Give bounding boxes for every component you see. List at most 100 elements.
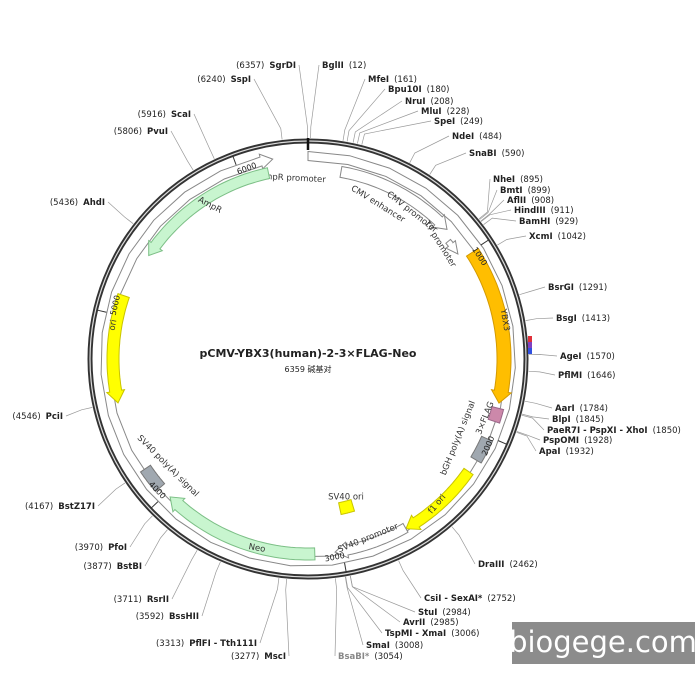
site-label: BsgI (1413) <box>556 314 610 324</box>
leader-line <box>259 578 280 644</box>
site-label: (5916) ScaI <box>138 110 191 120</box>
site-position: (3970) <box>75 543 103 553</box>
site-label: NheI (895) <box>493 175 543 185</box>
site-name: NruI <box>405 97 426 107</box>
leader-line <box>352 100 403 143</box>
site-label: StuI (2984) <box>418 608 471 618</box>
leader-line <box>349 575 401 623</box>
feature-shape <box>487 405 505 424</box>
watermark-box <box>512 622 695 664</box>
feature-shape <box>139 464 166 493</box>
site-label: NdeI (484) <box>452 132 502 142</box>
site-position: (2752) <box>487 594 515 604</box>
site-position: (1928) <box>584 436 612 446</box>
site-position: (5806) <box>114 127 142 137</box>
site-label: ApaI (1932) <box>539 447 594 457</box>
site-position: (249) <box>460 117 483 127</box>
site-label: Bpu10I (180) <box>388 85 449 95</box>
site-label: NruI (208) <box>405 97 453 107</box>
site-label: (3277) MscI <box>231 652 286 662</box>
leader-line <box>516 431 541 441</box>
leader-line <box>516 431 537 452</box>
site-position: (208) <box>431 97 454 107</box>
site-label: SmaI (3008) <box>366 641 423 651</box>
site-name: MscI <box>264 652 286 662</box>
site-label: BmtI (899) <box>500 186 550 196</box>
leader-line <box>107 201 134 224</box>
site-label: (3970) PfoI <box>75 543 127 553</box>
site-name: TspMI - XmaI <box>385 629 446 639</box>
feature-shape <box>148 167 271 257</box>
site-position: (6357) <box>236 61 264 71</box>
feature-shape <box>100 150 516 567</box>
site-position: (228) <box>447 107 470 117</box>
site-name: PfoI <box>108 543 127 553</box>
site-name: CsiI - SexAI* <box>424 594 483 604</box>
site-name: BsgI <box>556 314 577 324</box>
site-name: HindIII <box>514 206 546 216</box>
scale-tick <box>498 440 507 445</box>
site-label: BsaBI* (3054) <box>338 652 403 662</box>
site-name: NheI <box>493 175 515 185</box>
leader-line <box>342 78 366 141</box>
site-position: (590) <box>502 149 525 159</box>
site-position: (180) <box>427 85 450 95</box>
site-position: (3313) <box>156 639 184 649</box>
leader-line <box>129 515 153 548</box>
site-position: (1570) <box>587 352 615 362</box>
feature-shape <box>169 496 316 561</box>
site-label: XcmI (1042) <box>529 232 586 242</box>
site-label: SnaBI (590) <box>469 149 524 159</box>
site-position: (2462) <box>509 560 537 570</box>
site-label: PaeR7I - PspXI - XhoI (1850) <box>547 426 681 436</box>
feature-shape <box>339 165 448 231</box>
site-name: SmaI <box>366 641 390 651</box>
site-position: (4167) <box>25 502 53 512</box>
feature-shape <box>405 467 474 531</box>
site-position: (1845) <box>576 415 604 425</box>
site-label: BlpI (1845) <box>552 415 604 425</box>
site-name: SnaBI <box>469 149 497 159</box>
site-name: SpeI <box>434 117 455 127</box>
site-name: PvuI <box>147 127 168 137</box>
site-label: (5436) AhdI <box>50 198 105 208</box>
leader-line <box>97 482 126 507</box>
site-name: DraIII <box>478 560 504 570</box>
site-label: MfeI (161) <box>368 75 417 85</box>
site-mark <box>528 348 532 354</box>
site-name: RsrII <box>147 595 169 605</box>
leader-line <box>310 64 320 139</box>
leader-line <box>171 550 198 600</box>
site-name: BssHII <box>169 612 199 622</box>
site-label: (3877) BstBI <box>83 562 142 572</box>
feature-label: AmpR promoter <box>258 172 326 186</box>
site-name: PspOMI <box>543 436 579 446</box>
site-position: (5436) <box>50 198 78 208</box>
leader-line <box>521 413 550 420</box>
scale-tick <box>97 309 107 313</box>
feature-shape <box>105 292 130 404</box>
site-name: PciI <box>46 412 63 422</box>
leader-line <box>409 135 450 163</box>
leader-line <box>429 152 467 175</box>
scale-tick <box>151 501 159 509</box>
feature-shape <box>470 435 494 464</box>
site-label: TspMI - XmaI (3006) <box>385 629 479 639</box>
site-name: Bpu10I <box>388 85 422 95</box>
site-position: (895) <box>520 175 543 185</box>
site-position: (2985) <box>430 618 458 628</box>
site-name: ScaI <box>171 110 191 120</box>
site-name: PflFI - Tth111I <box>189 639 257 649</box>
feature-label: YBX3 <box>497 307 511 332</box>
site-name: AflII <box>507 196 526 206</box>
map-title: pCMV-YBX3(human)-2-3×FLAG-Neo <box>200 347 417 360</box>
leader-line <box>521 414 545 431</box>
site-label: CsiI - SexAI* (2752) <box>424 594 516 604</box>
leader-line <box>361 120 432 145</box>
leader-line <box>480 199 505 222</box>
site-position: (5916) <box>138 110 166 120</box>
site-position: (484) <box>479 132 502 142</box>
scale-label: 5000 <box>109 294 122 316</box>
